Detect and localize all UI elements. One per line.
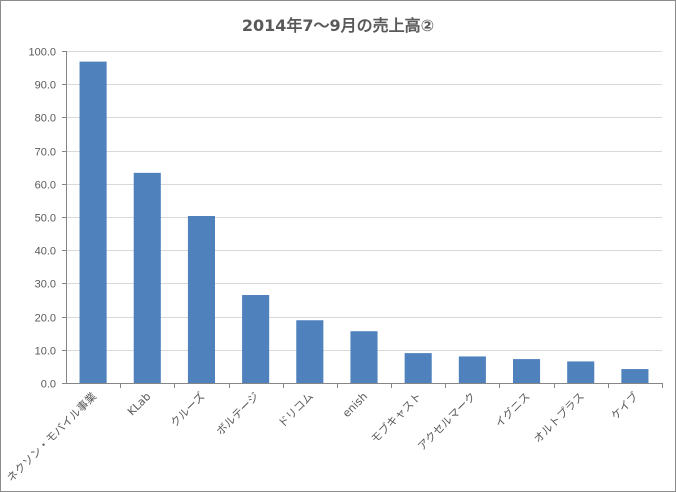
bar (621, 369, 649, 383)
y-tick-label: 80.0 (35, 113, 56, 125)
x-tick-label: オルトプラス (531, 390, 587, 446)
bars (79, 61, 649, 384)
x-tick-label: クルーズ (167, 389, 207, 429)
y-tick-labels: 0.0 10.0 20.0 30.0 40.0 50.0 60.0 70.0 80.0 90.0 1… (28, 47, 56, 391)
x-tick-label: KLab (125, 390, 153, 418)
y-tick-label: 20.0 (35, 313, 56, 325)
y-tick-label: 10.0 (35, 346, 56, 358)
x-tick-labels: ネクソン・モバイル事業 KLab クルーズ ボルテージ ドリコム enishモブキャストア… (4, 389, 641, 484)
y-tick-label: 90.0 (35, 80, 56, 92)
bar (296, 320, 324, 383)
bar (567, 361, 595, 383)
x-tick-label: イグニス (492, 389, 533, 430)
bar (187, 216, 215, 383)
x-tick-label: ネクソン・モバイル事業 (4, 390, 99, 485)
chart-title: 2014年7〜9月の売上高② (241, 16, 435, 35)
bar (350, 331, 378, 383)
y-tick-label: 0.0 (41, 379, 56, 391)
x-tick-label: enish (340, 390, 370, 420)
x-tick-label: ボルテージ (214, 390, 262, 438)
bar (242, 295, 270, 383)
bar (404, 353, 432, 383)
x-tick-label: アクセルマーク (415, 390, 478, 453)
bar (133, 172, 161, 383)
y-tick-label: 70.0 (35, 147, 56, 159)
bar (458, 356, 486, 383)
x-tick-label: ドリコム (276, 390, 316, 430)
y-tick-label: 40.0 (35, 246, 56, 258)
x-tick-label: ケイブ (608, 389, 641, 422)
bar (513, 359, 541, 383)
y-tick-label: 100.0 (28, 47, 56, 59)
y-tick-label: 60.0 (35, 180, 56, 192)
axes (62, 51, 663, 388)
y-tick-label: 50.0 (35, 213, 56, 225)
bar (79, 61, 107, 384)
y-tick-label: 30.0 (35, 279, 56, 291)
x-tick-label: モブキャスト (368, 389, 425, 446)
gridlines (66, 51, 662, 351)
